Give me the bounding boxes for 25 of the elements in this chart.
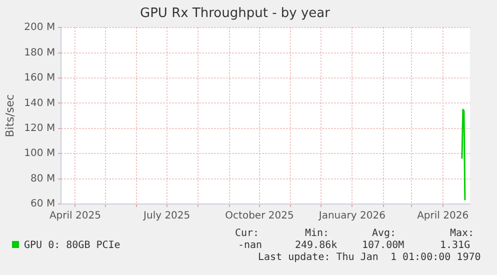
y-tick-label: 160 M bbox=[24, 72, 56, 84]
legend-label: GPU 0: 80GB PCIe bbox=[23, 240, 120, 251]
text: Avg: bbox=[372, 228, 396, 239]
x-tick-label: October 2025 bbox=[225, 210, 294, 222]
text: Cur: bbox=[235, 228, 260, 239]
y-axis-title: Bits/sec bbox=[3, 94, 16, 138]
x-tick-label: April 2026 bbox=[417, 210, 469, 222]
x-tick-label: July 2025 bbox=[142, 210, 190, 222]
y-tick-label: 120 M bbox=[24, 122, 56, 134]
y-tick-label: 200 M bbox=[24, 22, 56, 34]
text: Max: bbox=[450, 228, 474, 239]
y-tick-label: 140 M bbox=[24, 98, 56, 109]
x-tick-label: April 2025 bbox=[49, 210, 101, 222]
y-tick-label: 60 M bbox=[30, 198, 56, 210]
x-tick-label: January 2026 bbox=[318, 210, 386, 222]
text: 249.86k bbox=[295, 240, 338, 251]
text: -nan bbox=[238, 240, 262, 251]
y-tick-label: 100 M bbox=[24, 148, 56, 160]
text: Last update: Thu Jan 1 01:00:00 1970 bbox=[258, 252, 481, 263]
text: Min: bbox=[305, 228, 330, 239]
text: 1.31G bbox=[440, 240, 470, 251]
y-tick-label: 80 M bbox=[30, 173, 56, 184]
y-tick-label: 180 M bbox=[24, 47, 56, 58]
chart-title: GPU Rx Throughput - by year bbox=[140, 6, 331, 22]
text: 107.00M bbox=[362, 240, 404, 251]
